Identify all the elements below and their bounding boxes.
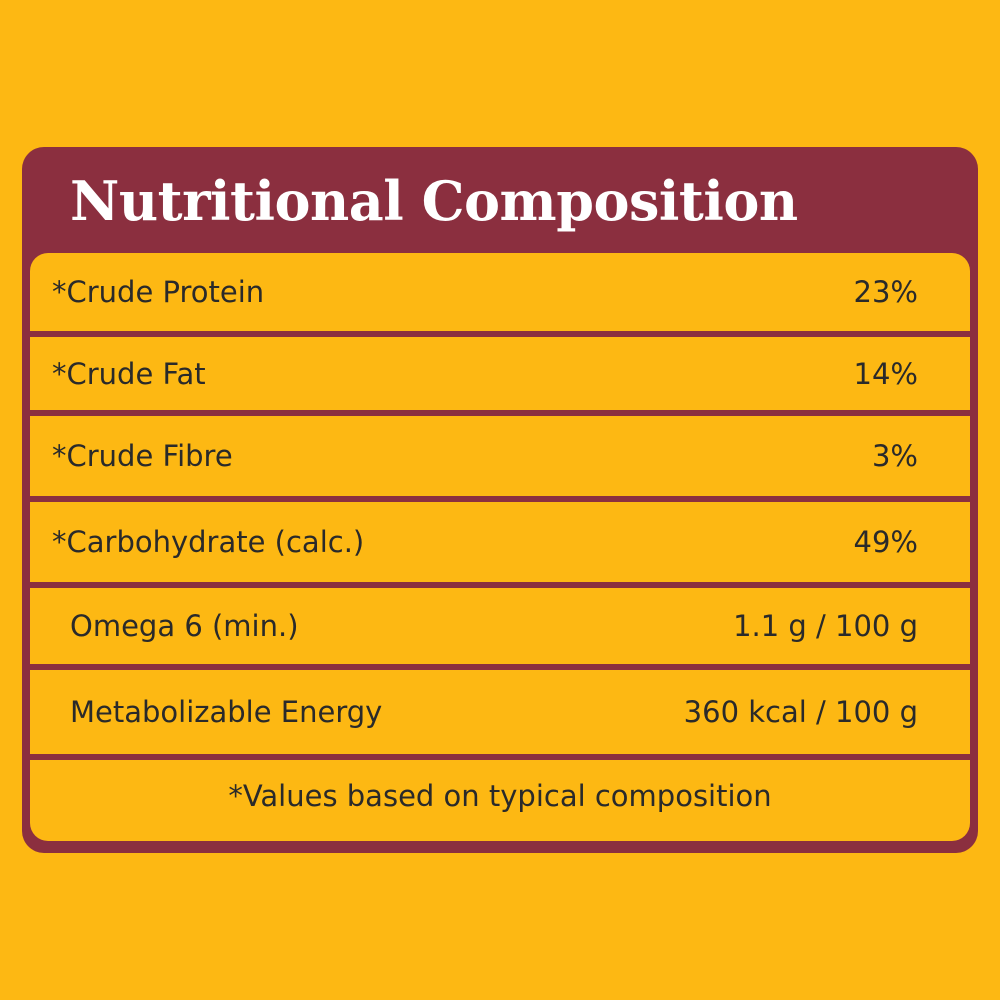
nutrition-card: Nutritional Composition *Crude Protein 2… xyxy=(22,147,978,853)
table-row: *Crude Fibre 3% xyxy=(30,416,970,496)
table-row: *Crude Protein 23% xyxy=(30,253,970,331)
row-divider xyxy=(30,664,970,670)
row-divider xyxy=(30,582,970,588)
row-value: 1.1 g / 100 g xyxy=(733,609,918,643)
card-title: Nutritional Composition xyxy=(70,169,798,233)
row-divider xyxy=(30,754,970,760)
row-value: 3% xyxy=(871,439,918,473)
row-divider xyxy=(30,331,970,337)
table-row: Omega 6 (min.) 1.1 g / 100 g xyxy=(30,588,970,664)
row-label: Omega 6 (min.) xyxy=(70,609,299,643)
nutrition-table: *Crude Protein 23% *Crude Fat 14% *Crude… xyxy=(30,253,970,841)
row-value: 360 kcal / 100 g xyxy=(683,695,918,729)
table-row: *Carbohydrate (calc.) 49% xyxy=(30,502,970,582)
row-divider xyxy=(30,496,970,502)
row-label: *Crude Protein xyxy=(52,275,265,309)
row-label: *Crude Fibre xyxy=(52,439,233,473)
footnote: *Values based on typical composition xyxy=(228,778,772,813)
table-row: Metabolizable Energy 360 kcal / 100 g xyxy=(30,670,970,754)
row-divider xyxy=(30,410,970,416)
row-value: 49% xyxy=(853,525,918,559)
table-row: *Crude Fat 14% xyxy=(30,337,970,410)
row-label: *Carbohydrate (calc.) xyxy=(52,525,365,559)
row-label: Metabolizable Energy xyxy=(70,695,383,729)
row-label: *Crude Fat xyxy=(52,356,206,391)
row-value: 14% xyxy=(853,356,918,391)
row-value: 23% xyxy=(853,275,918,309)
